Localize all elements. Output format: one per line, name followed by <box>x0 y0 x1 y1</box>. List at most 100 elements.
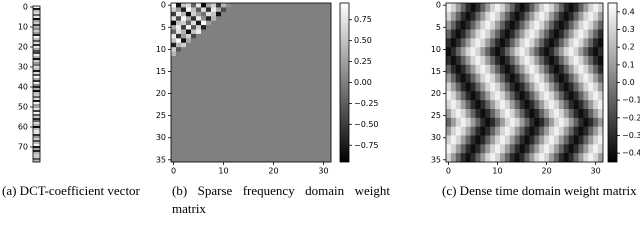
cell <box>211 60 217 66</box>
cell <box>241 38 247 44</box>
cell <box>558 16 565 21</box>
cell <box>281 139 287 145</box>
cell <box>261 42 267 48</box>
cell <box>446 95 452 101</box>
cell <box>504 69 511 74</box>
cell <box>524 122 530 127</box>
cell <box>196 42 202 48</box>
cell <box>231 100 237 105</box>
cell <box>296 38 302 44</box>
cell <box>558 82 565 88</box>
cell <box>176 38 182 44</box>
cell <box>495 104 501 110</box>
cell <box>598 144 604 150</box>
cell <box>311 131 317 136</box>
cell <box>598 95 604 101</box>
cell <box>261 20 267 26</box>
cell <box>191 153 197 158</box>
cell <box>509 122 515 127</box>
cell <box>446 148 452 154</box>
cell <box>276 47 282 52</box>
cell <box>475 29 481 35</box>
cell <box>573 7 579 13</box>
cell <box>544 38 550 44</box>
cell <box>470 131 476 136</box>
cell <box>171 122 177 127</box>
cell <box>583 78 589 83</box>
cell <box>256 95 262 101</box>
cell <box>226 69 232 74</box>
cell <box>588 20 594 26</box>
cell <box>549 148 555 154</box>
cell <box>176 16 182 21</box>
cell <box>286 33 292 39</box>
cell <box>191 82 197 88</box>
cell <box>470 135 476 141</box>
cell <box>524 33 530 39</box>
cell <box>514 148 520 154</box>
cell <box>316 117 322 123</box>
cell <box>191 135 197 141</box>
cell <box>485 95 491 101</box>
cell <box>186 148 192 154</box>
cell <box>519 86 525 92</box>
cell <box>499 47 506 52</box>
cell <box>286 144 292 150</box>
cell <box>251 25 257 30</box>
cell <box>519 104 525 110</box>
cell <box>588 139 594 145</box>
cell <box>266 91 272 97</box>
cell <box>578 126 584 132</box>
cell <box>446 78 452 83</box>
cell <box>588 113 594 119</box>
cell <box>446 139 452 145</box>
cell <box>460 131 466 136</box>
cell <box>480 38 486 44</box>
cell <box>509 139 515 145</box>
cell <box>583 20 589 26</box>
cell <box>226 100 232 105</box>
cell <box>246 42 252 48</box>
cell <box>544 64 550 70</box>
cell <box>191 95 197 101</box>
cell <box>33 158 41 161</box>
cell <box>321 47 327 52</box>
cell <box>598 135 604 141</box>
cell <box>306 122 312 127</box>
cell <box>241 11 247 17</box>
cell <box>271 64 277 70</box>
cell <box>321 69 327 74</box>
cell <box>286 86 292 92</box>
cell <box>241 126 247 132</box>
cell <box>176 86 182 92</box>
cell <box>504 144 511 150</box>
cell <box>181 60 187 66</box>
colorbar-tick-label: −0.2 <box>622 113 640 122</box>
cell <box>450 157 457 163</box>
cell <box>256 7 262 13</box>
cell <box>549 42 555 48</box>
cell <box>563 3 569 8</box>
cell <box>256 20 262 26</box>
cell <box>181 95 187 101</box>
cell <box>593 64 599 70</box>
cell <box>301 157 307 163</box>
cell <box>578 117 584 123</box>
cell <box>271 42 277 48</box>
cell <box>306 69 312 74</box>
colorbar-tick-label: 0.3 <box>622 25 635 34</box>
cell <box>490 20 496 26</box>
cell <box>316 109 322 114</box>
x-tick-label: 30 <box>591 167 601 176</box>
cell <box>196 16 202 21</box>
cell <box>480 82 486 88</box>
cell <box>276 11 282 17</box>
cell <box>549 117 555 123</box>
cell <box>544 157 550 163</box>
cell <box>206 73 212 79</box>
cell <box>446 29 452 35</box>
cell <box>544 91 550 97</box>
cell <box>549 29 555 35</box>
cell <box>281 16 287 21</box>
y-tick-label: 35 <box>431 155 441 164</box>
